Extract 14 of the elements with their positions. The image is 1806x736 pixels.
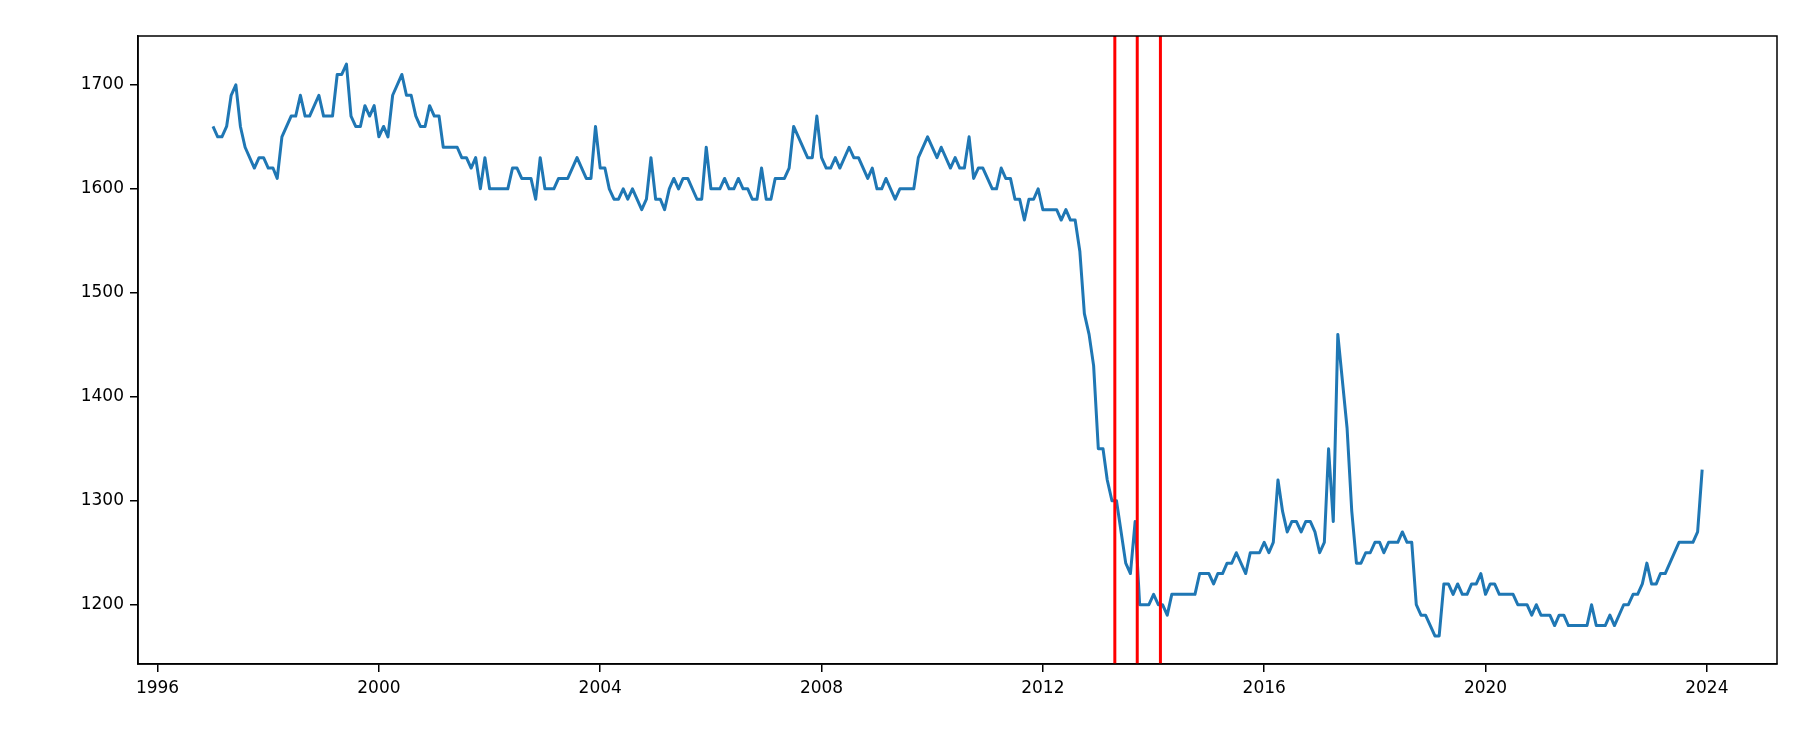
x-tick-label: 2012 [1021,676,1065,697]
x-tick-label: 2020 [1463,676,1508,697]
x-tick-label: 1996 [135,676,180,697]
y-tick-label: 1700 [80,73,124,94]
x-tick-label: 2024 [1685,676,1729,697]
y-tick-label: 1400 [80,385,124,406]
x-tick-label: 2004 [578,676,622,697]
y-tick-label: 1600 [80,177,124,198]
y-tick-label: 1300 [80,489,124,510]
x-tick-label: 2008 [799,676,844,697]
x-tick-label: 2016 [1242,676,1286,697]
x-tick-label: 2000 [357,676,401,697]
y-tick-label: 1500 [80,281,124,302]
y-tick-label: 1200 [80,593,124,614]
